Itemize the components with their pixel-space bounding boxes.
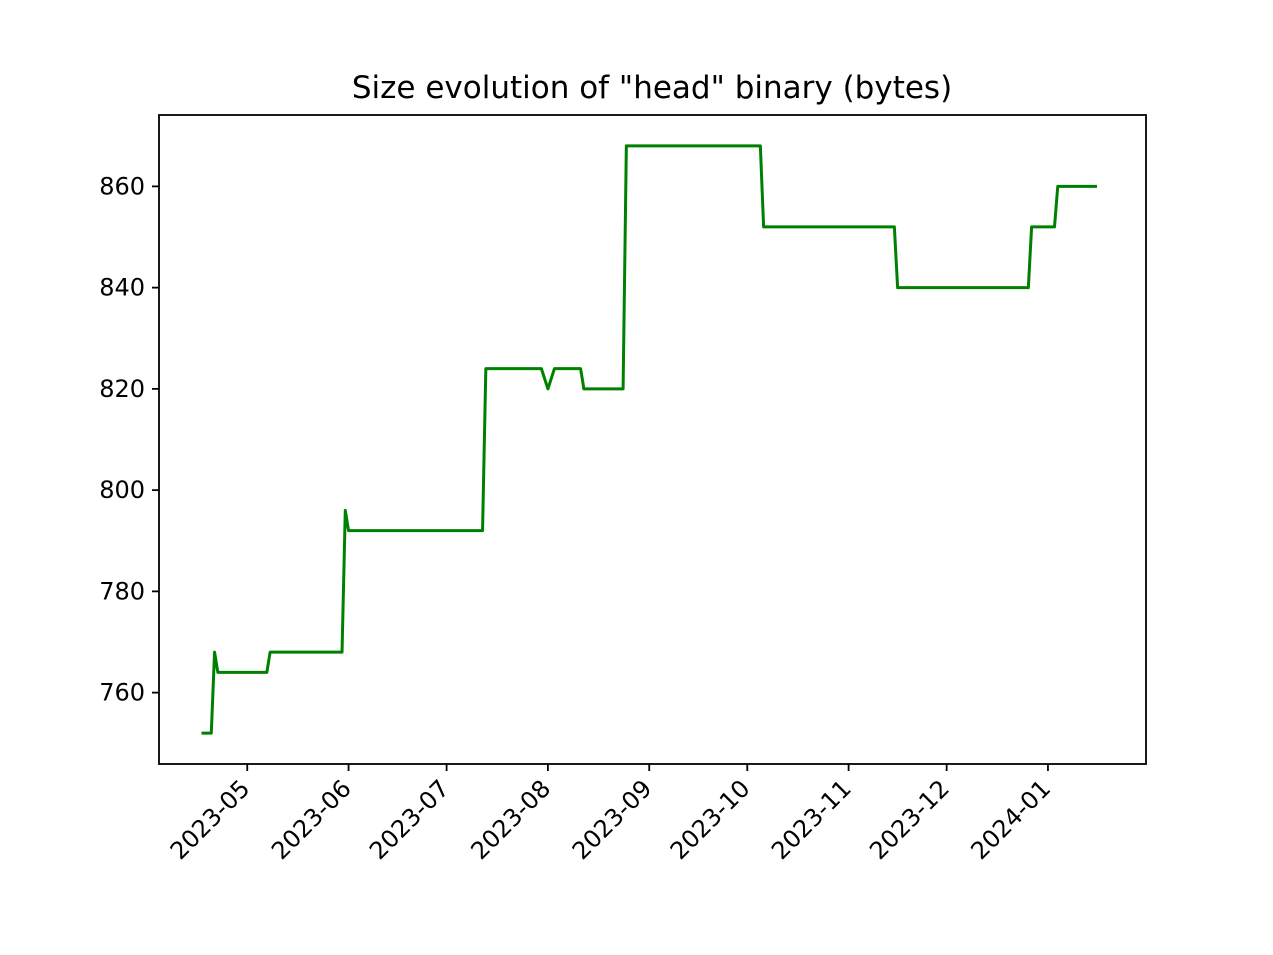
x-tick-label: 2023-08 bbox=[465, 774, 556, 865]
x-tick-label: 2023-10 bbox=[665, 774, 756, 865]
x-tick-label: 2023-11 bbox=[766, 774, 857, 865]
y-tick-label: 820 bbox=[99, 375, 145, 403]
plot-area bbox=[201, 144, 1097, 735]
x-tick-label: 2023-12 bbox=[864, 774, 955, 865]
series-line bbox=[201, 144, 1097, 735]
axes-frame bbox=[158, 114, 1147, 765]
y-tick-label: 840 bbox=[99, 274, 145, 302]
x-tick-label: 2023-09 bbox=[567, 774, 658, 865]
x-tick-label: 2023-07 bbox=[364, 774, 455, 865]
y-tick-label: 800 bbox=[99, 476, 145, 504]
x-tick-label: 2024-01 bbox=[965, 774, 1056, 865]
chart-title: Size evolution of "head" binary (bytes) bbox=[352, 70, 952, 106]
x-axis: 2023-05 2023-06 2023-07 2023-08 2023-09 2023-… bbox=[165, 764, 1056, 865]
x-tick-label: 2023-05 bbox=[165, 774, 256, 865]
y-tick-label: 780 bbox=[99, 577, 145, 605]
y-axis: 760 780 800 820 840 860 bbox=[99, 172, 159, 707]
y-tick-label: 760 bbox=[99, 679, 145, 707]
x-tick-label: 2023-06 bbox=[266, 774, 357, 865]
y-tick-label: 860 bbox=[99, 172, 145, 200]
